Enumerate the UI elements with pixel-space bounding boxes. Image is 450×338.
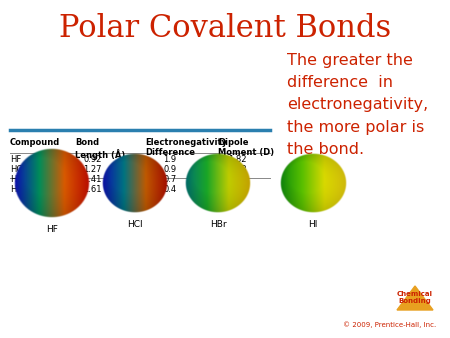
Text: HI: HI bbox=[308, 220, 318, 229]
Text: HF: HF bbox=[10, 155, 21, 164]
Text: HCl: HCl bbox=[127, 220, 143, 229]
Text: 1.08: 1.08 bbox=[228, 165, 247, 174]
Text: Compound: Compound bbox=[10, 138, 60, 147]
Text: 0.9: 0.9 bbox=[163, 165, 176, 174]
Text: HI: HI bbox=[10, 185, 19, 194]
Text: HCl: HCl bbox=[10, 165, 25, 174]
Text: Chemical
Bonding: Chemical Bonding bbox=[397, 291, 433, 305]
Text: 1.61: 1.61 bbox=[83, 185, 102, 194]
Text: 1.82: 1.82 bbox=[228, 155, 247, 164]
Text: 0.7: 0.7 bbox=[163, 175, 176, 184]
Text: Polar Covalent Bonds: Polar Covalent Bonds bbox=[59, 13, 391, 44]
Text: 0.4: 0.4 bbox=[163, 185, 176, 194]
Text: © 2009, Prentice-Hall, Inc.: © 2009, Prentice-Hall, Inc. bbox=[343, 321, 436, 328]
Text: Electronegativity
Difference: Electronegativity Difference bbox=[145, 138, 227, 158]
Text: HF: HF bbox=[46, 225, 58, 234]
Text: Bond
Length (Å): Bond Length (Å) bbox=[75, 138, 125, 160]
Polygon shape bbox=[397, 286, 433, 310]
Text: 0.44: 0.44 bbox=[228, 185, 247, 194]
Text: 1.27: 1.27 bbox=[83, 165, 102, 174]
Text: Dipole
Moment (D): Dipole Moment (D) bbox=[218, 138, 274, 158]
Text: 1.9: 1.9 bbox=[163, 155, 176, 164]
Text: 1.41: 1.41 bbox=[83, 175, 101, 184]
Text: 0.82: 0.82 bbox=[228, 175, 247, 184]
Text: The greater the
difference  in
electronegativity,
the more polar is
the bond.: The greater the difference in electroneg… bbox=[287, 53, 428, 157]
Text: HBr: HBr bbox=[210, 220, 226, 229]
Text: HBr: HBr bbox=[10, 175, 26, 184]
Text: 0.92: 0.92 bbox=[83, 155, 101, 164]
